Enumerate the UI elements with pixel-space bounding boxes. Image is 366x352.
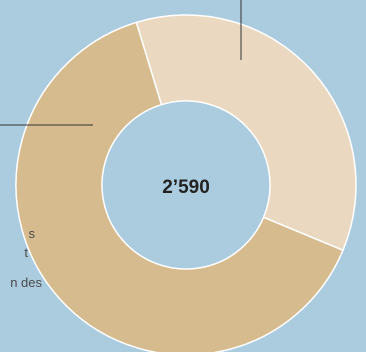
cropped-annotation-line-1: s	[28, 226, 36, 241]
donut-slices	[15, 14, 357, 352]
donut-slice-2	[15, 21, 344, 352]
donut-slice-1	[135, 14, 357, 252]
cropped-annotation-line-3: n des	[10, 275, 42, 290]
cropped-annotation-line-2: t	[24, 245, 28, 260]
center-total-label: 2’590	[162, 177, 210, 198]
